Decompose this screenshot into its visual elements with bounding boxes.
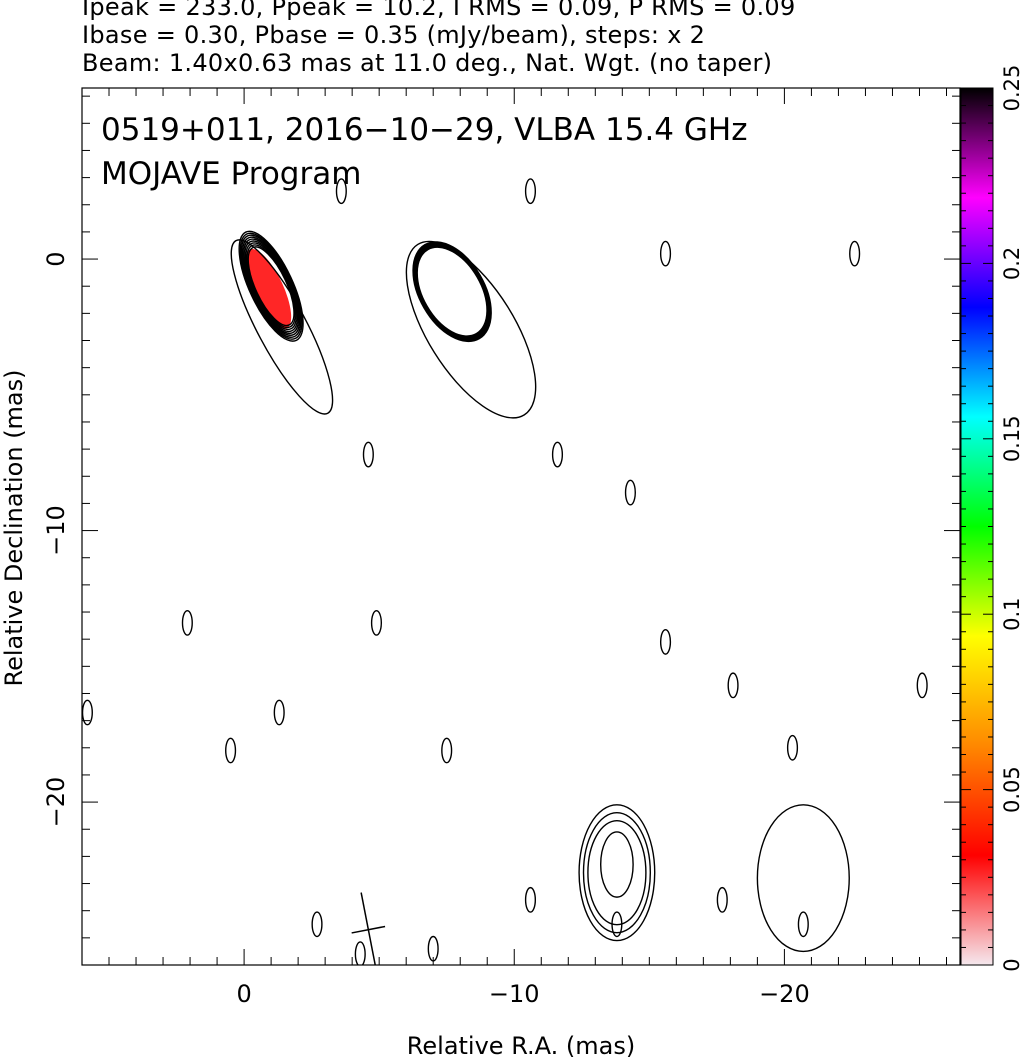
noise-contour (362, 441, 374, 468)
noise-contour (273, 699, 285, 726)
contour-south-2 (756, 804, 850, 953)
contour-core (242, 238, 300, 335)
noise-contour (181, 609, 193, 636)
colorbar-tick-label: 0.1 (1000, 597, 1021, 630)
beam-minor-axis (351, 925, 386, 934)
x-tick-label: −10 (489, 980, 540, 1008)
contour-core (244, 240, 299, 333)
colorbar-tick-label: 0.2 (1000, 247, 1021, 280)
x-tick-label: −20 (759, 980, 810, 1008)
y-tick-label: −10 (42, 505, 70, 556)
header-peak-line: Ipeak = 233.0, Ppeak = 10.2, I RMS = 0.0… (82, 0, 796, 21)
noise-contour (716, 886, 728, 913)
contour-south-1 (587, 819, 647, 926)
colorbar-tick-label: 0 (1000, 958, 1021, 971)
contour-core (240, 234, 302, 338)
contour-core-jet (230, 239, 334, 415)
contour-south-1-inner (599, 831, 634, 898)
colorbar-tick-label: 0.25 (1000, 65, 1021, 112)
header-beam-line: Beam: 1.40x0.63 mas at 11.0 deg., Nat. W… (82, 49, 773, 77)
noise-contour (441, 737, 453, 764)
header-base-line: Ibase = 0.30, Pbase = 0.35 (mJy/beam), s… (82, 21, 706, 49)
noise-contour (524, 178, 537, 205)
noise-contour (659, 240, 672, 267)
contour-layer (82, 178, 928, 965)
y-tick-label: 0 (42, 251, 70, 266)
noise-contour (524, 886, 537, 913)
contour-core (239, 232, 303, 340)
noise-contour (786, 734, 799, 761)
noise-contour (335, 178, 347, 205)
map-title: 0519+011, 2016−10−29, VLBA 15.4 GHz (101, 112, 747, 148)
noise-contour (551, 441, 564, 468)
noise-contour (611, 911, 623, 938)
noise-contour (311, 911, 323, 938)
colorbar-tick-label: 0.05 (1000, 766, 1021, 813)
colorbar-ticks: 0 0.05 0.1 0.15 0.2 0.25 (961, 65, 1021, 972)
contour-core (247, 246, 295, 327)
contour-core (241, 236, 301, 336)
x-tick-label: 0 (236, 980, 251, 1008)
noise-contour (659, 628, 672, 655)
plot-frame (81, 87, 961, 966)
noise-contour (849, 240, 861, 267)
contour-core (245, 242, 297, 331)
colorbar (960, 87, 994, 966)
map-subtitle: MOJAVE Program (101, 156, 361, 192)
polarization-patch (245, 249, 292, 329)
noise-contour (624, 479, 636, 506)
y-tick-label: −20 (42, 777, 70, 828)
noise-contour (797, 911, 809, 938)
x-axis-label: Relative R.A. (mas) (407, 1032, 635, 1060)
noise-contour (354, 941, 366, 965)
contour-core (238, 230, 304, 342)
noise-contour (727, 672, 739, 699)
contour-secondary-jet (405, 240, 537, 419)
contour-south-1 (578, 804, 656, 942)
beam-marker (351, 892, 386, 965)
noise-contour (916, 672, 928, 699)
noise-contour (370, 609, 383, 636)
axis-ticks: 0 −10 −20 0 −10 −20 (42, 88, 960, 1008)
contour-secondary (416, 246, 488, 337)
contour-south-1 (582, 812, 652, 934)
colorbar-tick-label: 0.15 (1000, 415, 1021, 462)
y-axis-label: Relative Declination (mas) (0, 369, 28, 686)
noise-contour (225, 737, 237, 764)
